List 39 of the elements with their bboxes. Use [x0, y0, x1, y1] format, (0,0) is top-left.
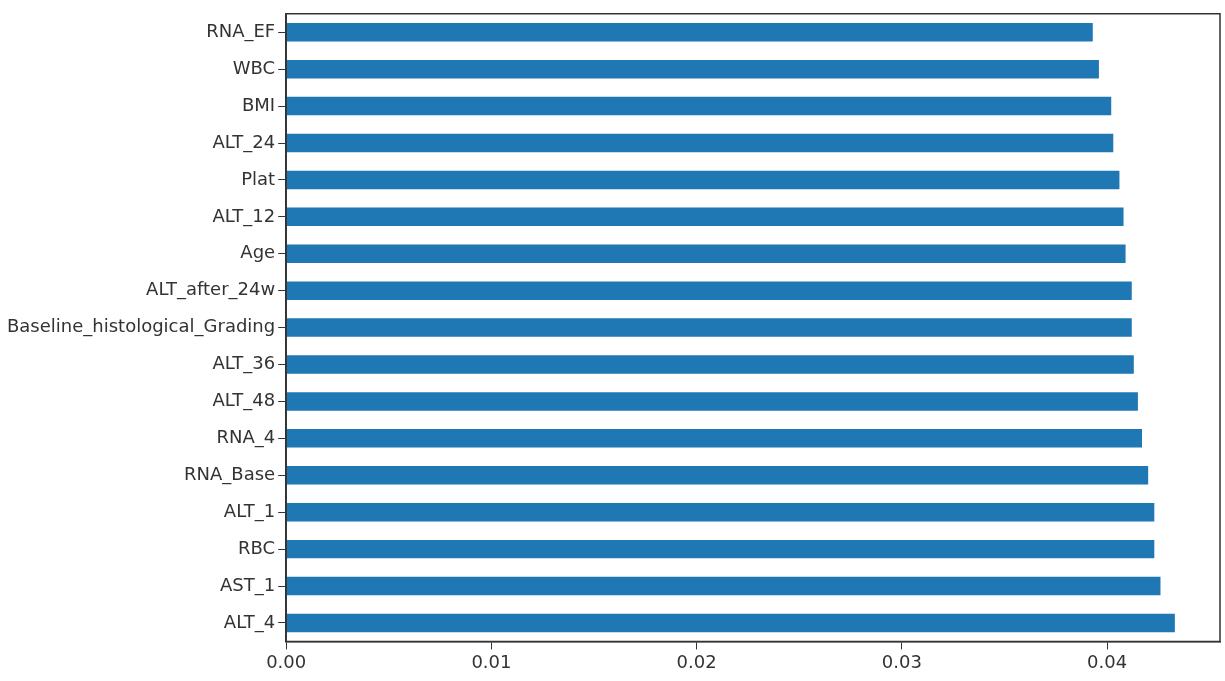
- bar: [286, 466, 1149, 485]
- bar: [286, 392, 1138, 411]
- y-tick-label: ALT_48: [212, 389, 276, 412]
- y-tick-label: RNA_Base: [184, 462, 276, 485]
- y-tick-label: Age: [240, 241, 276, 263]
- y-tick-label: ALT_4: [223, 610, 276, 633]
- y-tick-label: RNA_EF: [206, 19, 276, 42]
- bar: [286, 613, 1175, 633]
- bar: [286, 281, 1132, 300]
- y-tick-label: RBC: [238, 536, 276, 558]
- bar: [286, 355, 1134, 374]
- y-tick-label: BMI: [241, 93, 276, 115]
- y-tick-label: ALT_36: [212, 352, 276, 375]
- x-tick-label: 0.03: [881, 650, 922, 672]
- bar: [286, 133, 1114, 153]
- bar: [286, 539, 1155, 559]
- bar: [286, 502, 1155, 522]
- y-tick-label: AST_1: [219, 573, 276, 596]
- bar: [286, 59, 1099, 79]
- y-tick-label: ALT_12: [212, 204, 276, 227]
- y-tick-label: Plat: [241, 167, 276, 189]
- bar: [286, 429, 1143, 448]
- x-tick-label: 0.04: [1087, 650, 1128, 672]
- y-tick-label: ALT_after_24w: [146, 278, 276, 301]
- bar: [286, 576, 1161, 596]
- bar: [286, 207, 1124, 227]
- y-tick-label: Baseline_histological_Grading: [6, 315, 276, 338]
- bar: [286, 170, 1120, 190]
- x-tick-label: 0.00: [266, 650, 307, 672]
- x-tick-label: 0.01: [471, 650, 512, 672]
- bar: [286, 96, 1112, 116]
- x-tick-label: 0.02: [676, 650, 717, 672]
- bar: [286, 318, 1132, 337]
- y-tick-label: WBC: [232, 56, 276, 78]
- y-tick-label: ALT_1: [223, 499, 276, 522]
- y-tick-label: RNA_4: [216, 426, 276, 449]
- bar: [286, 244, 1126, 263]
- y-tick-label: ALT_24: [212, 130, 276, 153]
- bar: [286, 23, 1093, 42]
